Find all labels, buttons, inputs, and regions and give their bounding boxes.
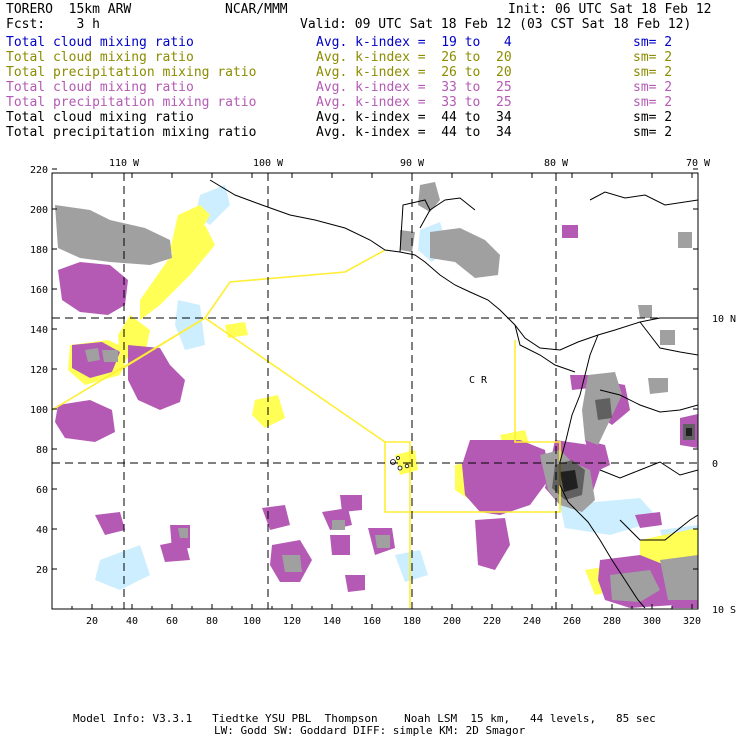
legend-smoothing: sm= 2	[633, 65, 673, 80]
x-tick-label: 260	[563, 616, 581, 627]
x-tick-label: 120	[283, 616, 301, 627]
x-tick-label: 140	[323, 616, 341, 627]
model-title: TORERO 15km ARW	[6, 2, 132, 17]
lat-lon-grid	[52, 173, 698, 609]
plot-frame	[51, 172, 699, 610]
y-tick-label: 200	[30, 205, 48, 216]
y-tick-label: 220	[30, 165, 48, 176]
x-tick-label: 160	[363, 616, 381, 627]
latitude-label: 0	[712, 459, 718, 470]
region-boundaries	[52, 249, 561, 608]
x-tick-label: 240	[523, 616, 541, 627]
gray-field	[55, 182, 698, 602]
y-tick-label: 180	[30, 245, 48, 256]
physics-info-line: LW: Godd SW: Goddard DIFF: simple KM: 2D…	[214, 724, 526, 737]
legend-smoothing: sm= 2	[633, 110, 673, 125]
x-tick-label: 100	[243, 616, 261, 627]
axis-ticks: 20 40 60 80 100 120 140 160 180 200 220 240 260 280 30…	[30, 158, 736, 627]
x-tick-label: 60	[166, 616, 178, 627]
legend-kindex: Avg. k-index = 44 to 34	[316, 110, 512, 125]
legend-field: Total cloud mixing ratio	[6, 110, 194, 125]
legend-kindex: Avg. k-index = 33 to 25	[316, 80, 512, 95]
black-core	[560, 428, 692, 492]
forecast-hour: Fcst: 3 h	[6, 17, 100, 32]
galapagos-islands	[390, 456, 410, 471]
latitude-label: 10 N	[712, 314, 736, 325]
latitude-label: 10 S	[712, 605, 736, 616]
x-tick-label: 200	[443, 616, 461, 627]
legend-kindex: Avg. k-index = 33 to 25	[316, 95, 512, 110]
legend-field: Total cloud mixing ratio	[6, 35, 194, 50]
init-time: Init: 06 UTC Sat 18 Feb 12	[508, 2, 712, 17]
legend-smoothing: sm= 2	[633, 95, 673, 110]
x-tick-label: 80	[206, 616, 218, 627]
legend-field: Total cloud mixing ratio	[6, 50, 194, 65]
x-tick-label: 280	[603, 616, 621, 627]
map-fields	[52, 173, 698, 609]
longitude-label: 100 W	[253, 158, 284, 169]
y-tick-label: 20	[36, 565, 48, 576]
x-tick-label: 180	[403, 616, 421, 627]
legend-field: Total precipitation mixing ratio	[6, 125, 257, 140]
longitude-label: 80 W	[544, 158, 569, 169]
model-info-line: Model Info: V3.3.1 Tiedtke YSU PBL Thomp…	[73, 712, 656, 725]
legend-smoothing: sm= 2	[633, 80, 673, 95]
legend-field: Total precipitation mixing ratio	[6, 65, 257, 80]
legend-smoothing: sm= 2	[633, 35, 673, 50]
x-tick-label: 40	[126, 616, 138, 627]
legend-field: Total cloud mixing ratio	[6, 80, 194, 95]
y-tick-label: 80	[36, 445, 48, 456]
y-tick-label: 120	[30, 365, 48, 376]
valid-time: Valid: 09 UTC Sat 18 Feb 12 (03 CST Sat …	[300, 17, 692, 32]
y-tick-label: 60	[36, 485, 48, 496]
region-label: C R	[469, 375, 488, 386]
y-tick-label: 40	[36, 525, 48, 536]
center-name: NCAR/MMM	[225, 2, 288, 17]
longitude-label: 90 W	[400, 158, 425, 169]
legend-kindex: Avg. k-index = 26 to 20	[316, 50, 512, 65]
x-tick-label: 300	[643, 616, 661, 627]
x-tick-label: 220	[483, 616, 501, 627]
legend-smoothing: sm= 2	[633, 50, 673, 65]
legend-field: Total precipitation mixing ratio	[6, 95, 257, 110]
y-tick-label: 140	[30, 325, 48, 336]
y-tick-label: 160	[30, 285, 48, 296]
longitude-label: 110 W	[109, 158, 140, 169]
legend-kindex: Avg. k-index = 19 to 4	[316, 35, 512, 50]
x-tick-label: 320	[683, 616, 701, 627]
legend-kindex: Avg. k-index = 44 to 34	[316, 125, 512, 140]
coastlines	[209, 179, 698, 609]
y-tick-label: 100	[30, 405, 48, 416]
legend-smoothing: sm= 2	[633, 125, 673, 140]
legend-kindex: Avg. k-index = 26 to 20	[316, 65, 512, 80]
x-tick-label: 20	[86, 616, 98, 627]
longitude-label: 70 W	[686, 158, 711, 169]
